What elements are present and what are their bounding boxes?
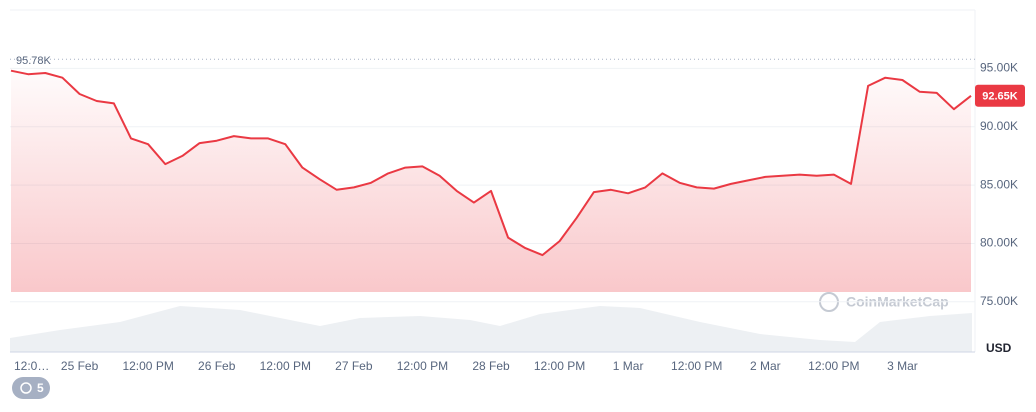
reference-label: 95.78K [16, 55, 52, 67]
x-tick-label: 12:00 PM [534, 359, 585, 373]
volume-area [10, 306, 972, 352]
price-line [10, 69, 972, 257]
badge-icon [20, 382, 32, 394]
y-tick-label: 90.00K [980, 119, 1018, 133]
y-tick-label: 85.00K [980, 177, 1018, 191]
x-tick-label: 12:00 PM [260, 359, 311, 373]
x-tick-label: 2 Mar [750, 359, 781, 373]
x-tick-label: 25 Feb [61, 359, 99, 373]
badge-count: 5 [37, 381, 44, 395]
price-area [11, 70, 971, 292]
x-tick-label: 27 Feb [335, 359, 373, 373]
currency-label: USD [986, 341, 1012, 355]
x-tick-label: 3 Mar [887, 359, 918, 373]
x-tick-label: 12:00 PM [122, 359, 173, 373]
price-tag-bg [975, 84, 1025, 107]
x-tick-label: 26 Feb [198, 359, 236, 373]
x-tick-label: 12:00 PM [671, 359, 722, 373]
x-tick-label: 12:00 PM [808, 359, 859, 373]
x-tick-label: 12:0… [14, 359, 49, 373]
x-tick-label: 28 Feb [472, 359, 510, 373]
y-tick-label: 75.00K [980, 294, 1018, 308]
history-badge[interactable]: 5 [12, 377, 50, 399]
x-tick-label: 12:00 PM [397, 359, 448, 373]
x-tick-label: 1 Mar [613, 359, 644, 373]
y-tick-label: 95.00K [980, 61, 1018, 75]
price-tag: 92.65K [982, 91, 1018, 103]
y-tick-label: 80.00K [980, 236, 1018, 250]
